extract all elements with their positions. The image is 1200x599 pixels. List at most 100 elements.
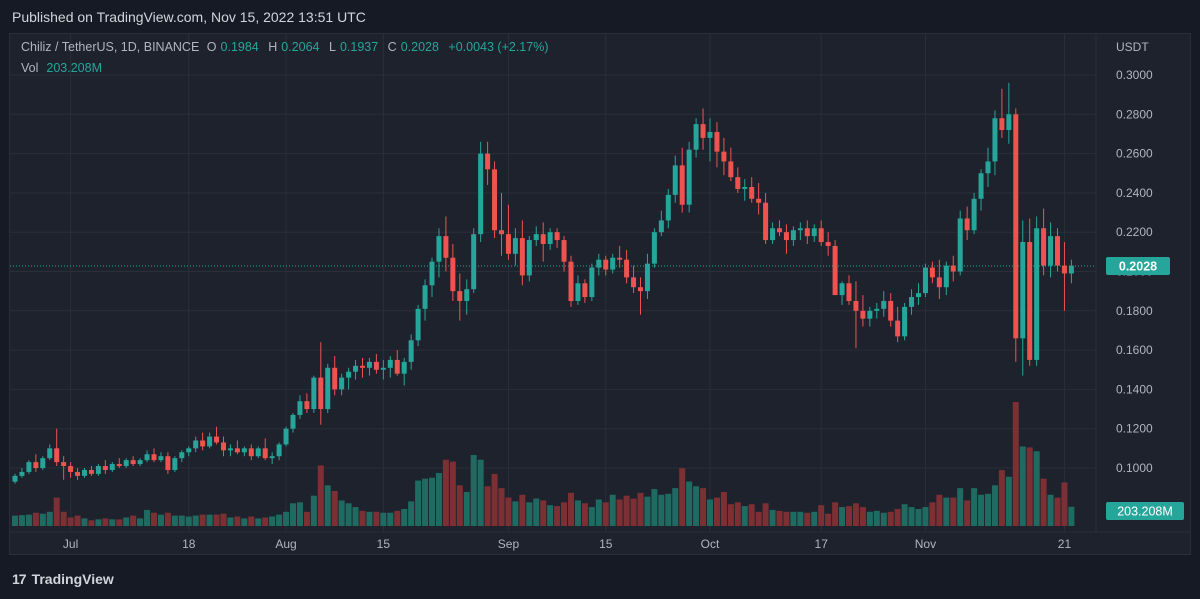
volume-bar	[991, 485, 998, 526]
volume-bar	[755, 511, 762, 526]
volume-bar	[651, 489, 658, 526]
volume-bar	[707, 499, 713, 526]
time-tick-label: 18	[182, 537, 196, 551]
time-tick-label: 15	[599, 537, 613, 551]
candle-body	[262, 448, 268, 459]
volume-bar	[241, 518, 248, 526]
volume-bar	[908, 507, 915, 526]
candle-body	[1006, 114, 1012, 131]
candle-body	[561, 240, 567, 262]
open-value: 0.1984	[220, 40, 259, 54]
price-tick-label: 0.2800	[1116, 107, 1153, 121]
volume-bar	[234, 516, 241, 526]
candle-body	[450, 257, 456, 292]
volume-bar	[1068, 506, 1075, 526]
candle-body	[999, 118, 1005, 131]
volume-bar	[130, 515, 137, 526]
candle-body	[415, 308, 421, 341]
candle-body	[373, 361, 379, 370]
candle-body	[492, 169, 498, 231]
volume-bar	[581, 503, 588, 526]
volume-bar	[290, 503, 296, 526]
candle-body	[540, 234, 546, 244]
volume-bar	[415, 480, 422, 526]
candle-body	[992, 118, 998, 162]
volume-bar	[199, 514, 206, 526]
volume-bar	[644, 496, 651, 526]
candle-body	[756, 198, 762, 203]
candle-body	[179, 452, 185, 459]
candle-body	[332, 367, 338, 390]
footer-brand[interactable]: 17 TradingView	[12, 571, 114, 587]
volume-bar	[74, 515, 81, 526]
candle-body	[964, 218, 970, 231]
candle-body	[783, 232, 789, 241]
candle-body	[429, 261, 435, 286]
volume-bar	[693, 486, 700, 526]
candle-body	[943, 265, 949, 288]
candle-body	[888, 300, 894, 321]
candle-body	[929, 267, 935, 278]
time-tick-label: Aug	[275, 537, 296, 551]
candle-body	[422, 285, 428, 309]
time-tick-label: Sep	[498, 537, 520, 551]
candle-body	[19, 471, 25, 476]
volume-bar	[296, 502, 303, 526]
candle-body	[151, 454, 157, 461]
candle-body	[269, 456, 275, 459]
candle-body	[471, 234, 477, 290]
candle-body	[221, 442, 226, 451]
candle-body	[728, 161, 734, 178]
candle-body	[241, 448, 247, 453]
volume-bar	[429, 477, 435, 526]
volume-bar	[46, 511, 53, 526]
volume-bar	[602, 502, 609, 526]
volume-bar	[408, 501, 415, 526]
candle-body	[714, 131, 720, 152]
volume-bar	[887, 511, 894, 526]
candle-body	[763, 202, 769, 241]
volume-bar	[178, 515, 185, 526]
volume-bar	[790, 511, 797, 526]
candle-body	[380, 367, 386, 370]
candle-body	[707, 131, 713, 138]
time-tick-label: Oct	[701, 537, 720, 551]
candle-body	[526, 240, 532, 276]
candle-body	[234, 448, 240, 453]
volume-bar	[449, 461, 456, 526]
candle-body	[1068, 265, 1074, 274]
price-axis: 0.30000.28000.26000.24000.22000.20000.18…	[1116, 68, 1153, 475]
volume-bar	[846, 506, 852, 526]
volume-bar	[380, 512, 387, 526]
volume-bar	[505, 497, 512, 526]
candle-body	[686, 149, 692, 205]
volume-bar	[971, 488, 978, 526]
candle-body	[742, 187, 748, 189]
volume-bar	[818, 505, 825, 526]
candle-body	[679, 165, 685, 205]
volume-bar	[533, 498, 540, 526]
volume-bar	[331, 490, 338, 526]
symbol-title[interactable]: Chiliz / TetherUS, 1D, BINANCE	[21, 40, 200, 54]
candle-body	[75, 471, 81, 476]
tradingview-logo-icon: 17	[12, 571, 27, 587]
candle-body	[693, 124, 699, 150]
volume-bar	[741, 506, 748, 526]
candle-body	[394, 359, 400, 374]
volume-bar	[1040, 478, 1047, 526]
volume-bar	[171, 515, 178, 526]
low-value: 0.1937	[339, 40, 379, 54]
volume-bar	[658, 494, 665, 526]
high-value: 0.2064	[281, 40, 320, 54]
candle-body	[575, 283, 581, 301]
candle-body	[644, 263, 650, 292]
candle-body	[499, 230, 504, 235]
volume-bar	[1061, 482, 1068, 526]
volume-bar	[943, 497, 950, 526]
volume-bar	[1012, 402, 1019, 526]
volume-bar	[866, 511, 873, 526]
candle-body	[165, 456, 171, 470]
candle-body	[54, 448, 60, 463]
volume-bar	[964, 500, 971, 526]
